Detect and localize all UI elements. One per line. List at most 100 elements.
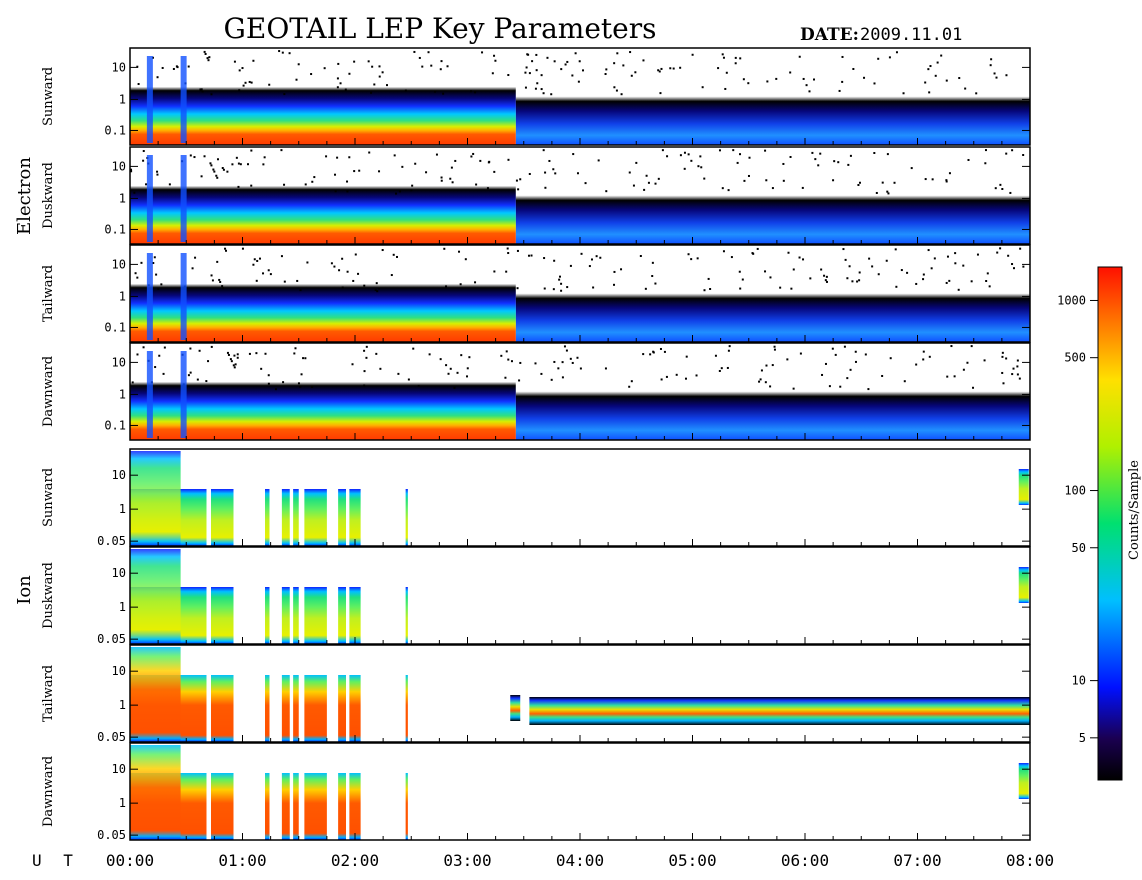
noise-point — [544, 186, 547, 189]
noise-point — [798, 256, 801, 259]
noise-point — [635, 161, 638, 164]
noise-point — [130, 168, 133, 171]
noise-point — [142, 346, 145, 349]
noise-point — [792, 268, 795, 271]
noise-point — [142, 159, 145, 162]
noise-point — [717, 67, 720, 70]
noise-point — [964, 87, 967, 90]
noise-point — [241, 247, 244, 250]
noise-point — [225, 249, 228, 252]
noise-point — [690, 159, 693, 162]
noise-point — [201, 90, 204, 93]
noise-point — [466, 367, 469, 370]
noise-point — [264, 352, 267, 355]
noise-point — [871, 265, 874, 268]
noise-point — [584, 182, 587, 185]
noise-point — [801, 186, 804, 189]
ion-data-segment — [293, 675, 299, 742]
noise-point — [683, 167, 686, 170]
noise-point — [825, 275, 828, 278]
noise-point — [237, 185, 240, 188]
noise-point — [248, 80, 251, 83]
noise-point — [481, 51, 484, 54]
noise-point — [218, 278, 221, 281]
noise-point — [154, 366, 157, 369]
noise-point — [299, 289, 302, 292]
noise-point — [988, 285, 991, 288]
noise-point — [553, 60, 556, 63]
noise-point — [571, 74, 574, 77]
noise-point — [824, 362, 827, 365]
noise-point — [282, 381, 285, 384]
noise-point — [604, 73, 607, 76]
electron-late-spectrum — [515, 343, 1030, 440]
noise-point — [398, 190, 401, 193]
noise-point — [375, 352, 378, 355]
noise-point — [1016, 365, 1019, 368]
noise-point — [172, 67, 175, 70]
noise-point — [371, 65, 374, 68]
ion-data-segment — [338, 489, 346, 546]
noise-point — [881, 181, 884, 184]
noise-point — [730, 256, 733, 259]
ion-data-segment — [265, 773, 270, 840]
noise-point — [209, 162, 212, 165]
noise-point — [813, 78, 816, 81]
noise-point — [379, 367, 382, 370]
electron-hot-spectrum — [130, 245, 516, 342]
ion-data-segment — [211, 489, 234, 546]
ion-data-segment — [405, 587, 408, 644]
noise-point — [449, 367, 452, 370]
noise-point — [962, 264, 965, 267]
noise-point — [381, 71, 384, 74]
noise-point — [868, 257, 871, 260]
noise-point — [727, 189, 730, 192]
noise-point — [858, 271, 861, 274]
noise-point — [630, 380, 633, 383]
noise-point — [447, 372, 450, 375]
noise-point — [643, 188, 646, 191]
noise-point — [199, 88, 202, 91]
ion-burst — [130, 549, 181, 644]
noise-point — [983, 359, 986, 362]
noise-point — [193, 156, 196, 159]
noise-point — [714, 354, 717, 357]
ion-data-segment — [405, 773, 408, 840]
y-tick-label: 0.05 — [97, 632, 126, 646]
y-tick-label: 10 — [112, 664, 126, 678]
noise-point — [156, 173, 159, 176]
noise-point — [479, 159, 482, 162]
noise-point — [411, 184, 414, 187]
noise-point — [1005, 152, 1008, 155]
noise-point — [950, 345, 953, 348]
panel-background — [130, 449, 1030, 546]
noise-point — [766, 80, 769, 83]
noise-point — [323, 67, 326, 70]
noise-point — [1018, 377, 1021, 380]
ion-burst — [130, 647, 181, 742]
panel-label-dawnward: Dawnward — [41, 756, 56, 827]
noise-point — [472, 152, 475, 155]
noise-point — [957, 288, 960, 291]
noise-point — [877, 273, 880, 276]
noise-point — [984, 162, 987, 165]
noise-point — [351, 363, 354, 366]
noise-point — [881, 374, 884, 377]
electron-hot-spectrum — [130, 147, 516, 244]
ion-data-segment — [338, 675, 346, 742]
noise-point — [336, 77, 339, 80]
noise-point — [439, 358, 442, 361]
noise-point — [207, 360, 210, 363]
noise-point — [238, 69, 241, 72]
noise-point — [232, 364, 235, 367]
noise-point — [241, 67, 244, 70]
noise-point — [634, 71, 637, 74]
noise-point — [837, 161, 840, 164]
noise-point — [213, 170, 216, 173]
noise-point — [660, 378, 663, 381]
noise-point — [1001, 355, 1004, 358]
noise-point — [821, 373, 824, 376]
noise-point — [558, 275, 561, 278]
noise-point — [507, 158, 510, 161]
noise-point — [222, 287, 225, 290]
